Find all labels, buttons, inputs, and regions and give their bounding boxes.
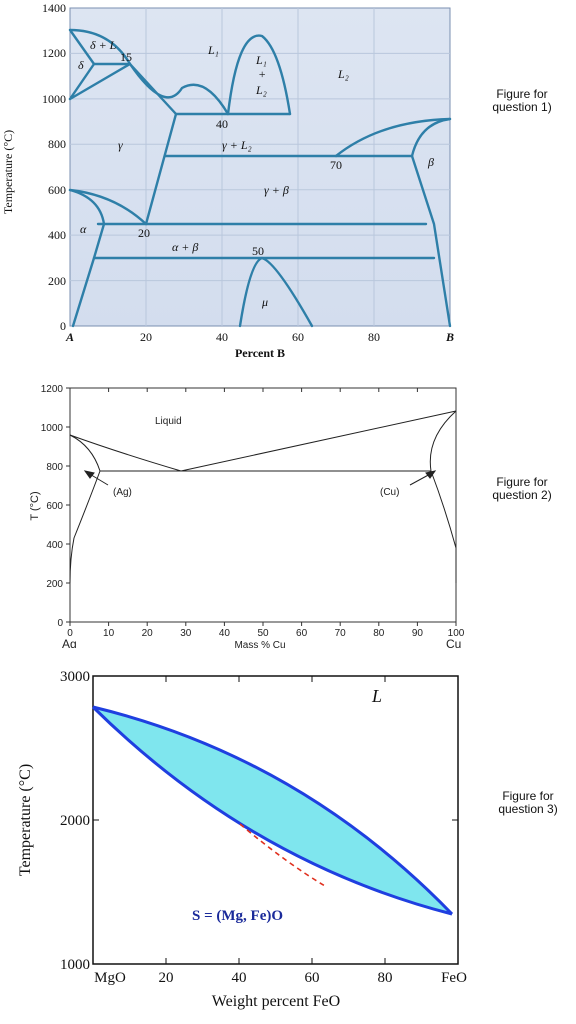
x-tick-10: 10 — [103, 628, 115, 639]
grid — [70, 8, 450, 326]
region-solid: S = (Mg, Fe)O — [192, 908, 283, 924]
y-tick-400: 400 — [46, 540, 63, 551]
dashed-extension — [239, 823, 326, 887]
phase-boundaries — [69, 410, 457, 584]
x-tick-100: 100 — [448, 628, 465, 639]
invariant-70: 70 — [330, 158, 342, 172]
x-tick-40: 40 — [219, 628, 231, 639]
x-tick-80: 80 — [378, 970, 393, 986]
region-gamma-beta: γ + β — [264, 183, 289, 197]
liquidus-curve — [92, 705, 454, 916]
region-beta: β — [427, 155, 434, 169]
region-liquid: L — [371, 686, 382, 706]
x-tick-20: 20 — [142, 628, 154, 639]
region-alpha-beta: α + β — [172, 240, 198, 254]
y-tick-800: 800 — [48, 137, 66, 151]
two-phase-region — [93, 707, 452, 914]
x-tick-b: B — [445, 330, 454, 344]
x-axis-label: Mass % Cu — [234, 640, 285, 648]
y-tick-200: 200 — [48, 274, 66, 288]
x-tick-mgo: MgO — [94, 970, 126, 986]
y-tick-1000: 1000 — [42, 92, 66, 106]
y-axis-label: Temperature (°C) — [1, 130, 15, 214]
y-tick-0: 0 — [60, 319, 66, 333]
region-gamma-l2: γ + L₂ — [222, 138, 252, 152]
caption-line: question 1) — [492, 100, 552, 114]
y-tick-0: 0 — [57, 618, 63, 629]
x-tick-50: 50 — [257, 628, 269, 639]
caption-line: Figure for — [496, 87, 548, 101]
x-tick-60: 60 — [292, 330, 304, 344]
caption-line: Figure for — [502, 789, 554, 803]
invariant-20: 20 — [138, 226, 150, 240]
figure-1-caption: Figure for question 1) — [474, 88, 570, 114]
y-tick-800: 800 — [46, 462, 63, 473]
y-tick-200: 200 — [46, 579, 63, 590]
invariant-50: 50 — [252, 244, 264, 258]
x-tick-80: 80 — [373, 628, 385, 639]
y-tick-2000: 2000 — [60, 813, 90, 829]
x-tick-80: 80 — [368, 330, 380, 344]
y-tick-600: 600 — [48, 183, 66, 197]
region-l1: L₁ — [207, 43, 219, 57]
region-mu: μ — [261, 295, 268, 309]
x-tick-20: 20 — [159, 970, 174, 986]
x-tick-20: 20 — [140, 330, 152, 344]
y-tick-400: 400 — [48, 228, 66, 242]
y-tick-1200: 1200 — [42, 46, 66, 60]
region-l1-l2-plus: + — [258, 67, 266, 81]
region-l1-l2-top: L₁ — [255, 53, 267, 67]
y-tick-1000: 1000 — [60, 957, 90, 973]
y-tick-1000: 1000 — [41, 423, 64, 434]
caption-line: question 2) — [492, 488, 552, 502]
y-tick-3000: 3000 — [60, 669, 90, 685]
x-axis-label: Weight percent FeO — [212, 993, 340, 1010]
region-gamma: γ — [118, 138, 123, 152]
x-tick-40: 40 — [216, 330, 228, 344]
region-liquid: Liquid — [155, 416, 182, 427]
x-tick-60: 60 — [296, 628, 308, 639]
figure-1-phase-diagram: 0 200 400 600 800 1000 1200 1400 A 20 40… — [0, 0, 576, 372]
region-l2: L₂ — [337, 67, 349, 81]
x-tick-40: 40 — [232, 970, 247, 986]
x-tick-70: 70 — [335, 628, 347, 639]
region-delta: δ — [78, 58, 84, 72]
end-label-ag: Ag — [62, 637, 77, 648]
y-tick-1400: 1400 — [42, 1, 66, 15]
region-alpha: α — [80, 222, 87, 236]
solidus-curve — [91, 705, 453, 916]
x-tick-60: 60 — [305, 970, 320, 986]
region-ag: (Ag) — [113, 487, 132, 498]
x-tick-a: A — [65, 330, 74, 344]
caption-line: Figure for — [496, 475, 548, 489]
region-cu: (Cu) — [380, 487, 399, 498]
phase-boundaries — [68, 28, 452, 328]
x-axis-label: Percent B — [235, 346, 285, 360]
figure-3-phase-diagram: 1000 2000 3000 MgO 20 40 60 80 FeO Weigh… — [0, 662, 576, 1024]
axis-ticks — [66, 387, 457, 626]
plot-area — [69, 387, 457, 623]
region-delta-l: δ + L — [90, 38, 117, 52]
y-axis-label: Temperature (°C) — [17, 764, 34, 876]
y-axis-label: T (°C) — [29, 491, 41, 520]
end-label-cu: Cu — [446, 637, 461, 648]
region-l1-l2-bottom: L₂ — [255, 83, 267, 97]
figure-2-caption: Figure for question 2) — [470, 476, 574, 502]
x-tick-0: 0 — [67, 628, 73, 639]
invariant-40: 40 — [216, 117, 228, 131]
invariant-15: 15 — [120, 50, 132, 64]
x-tick-90: 90 — [412, 628, 424, 639]
y-tick-1200: 1200 — [41, 384, 64, 395]
arrows — [83, 470, 437, 486]
caption-line: question 3) — [498, 802, 558, 816]
figure-2-phase-diagram: 0 200 400 600 800 1000 1200 0 10 20 30 4… — [0, 378, 576, 648]
figure-3-caption: Figure for question 3) — [480, 790, 576, 816]
x-tick-30: 30 — [180, 628, 192, 639]
plot-area — [69, 7, 451, 327]
x-tick-feo: FeO — [441, 970, 467, 986]
axis-ticks — [93, 676, 458, 964]
y-tick-600: 600 — [46, 501, 63, 512]
